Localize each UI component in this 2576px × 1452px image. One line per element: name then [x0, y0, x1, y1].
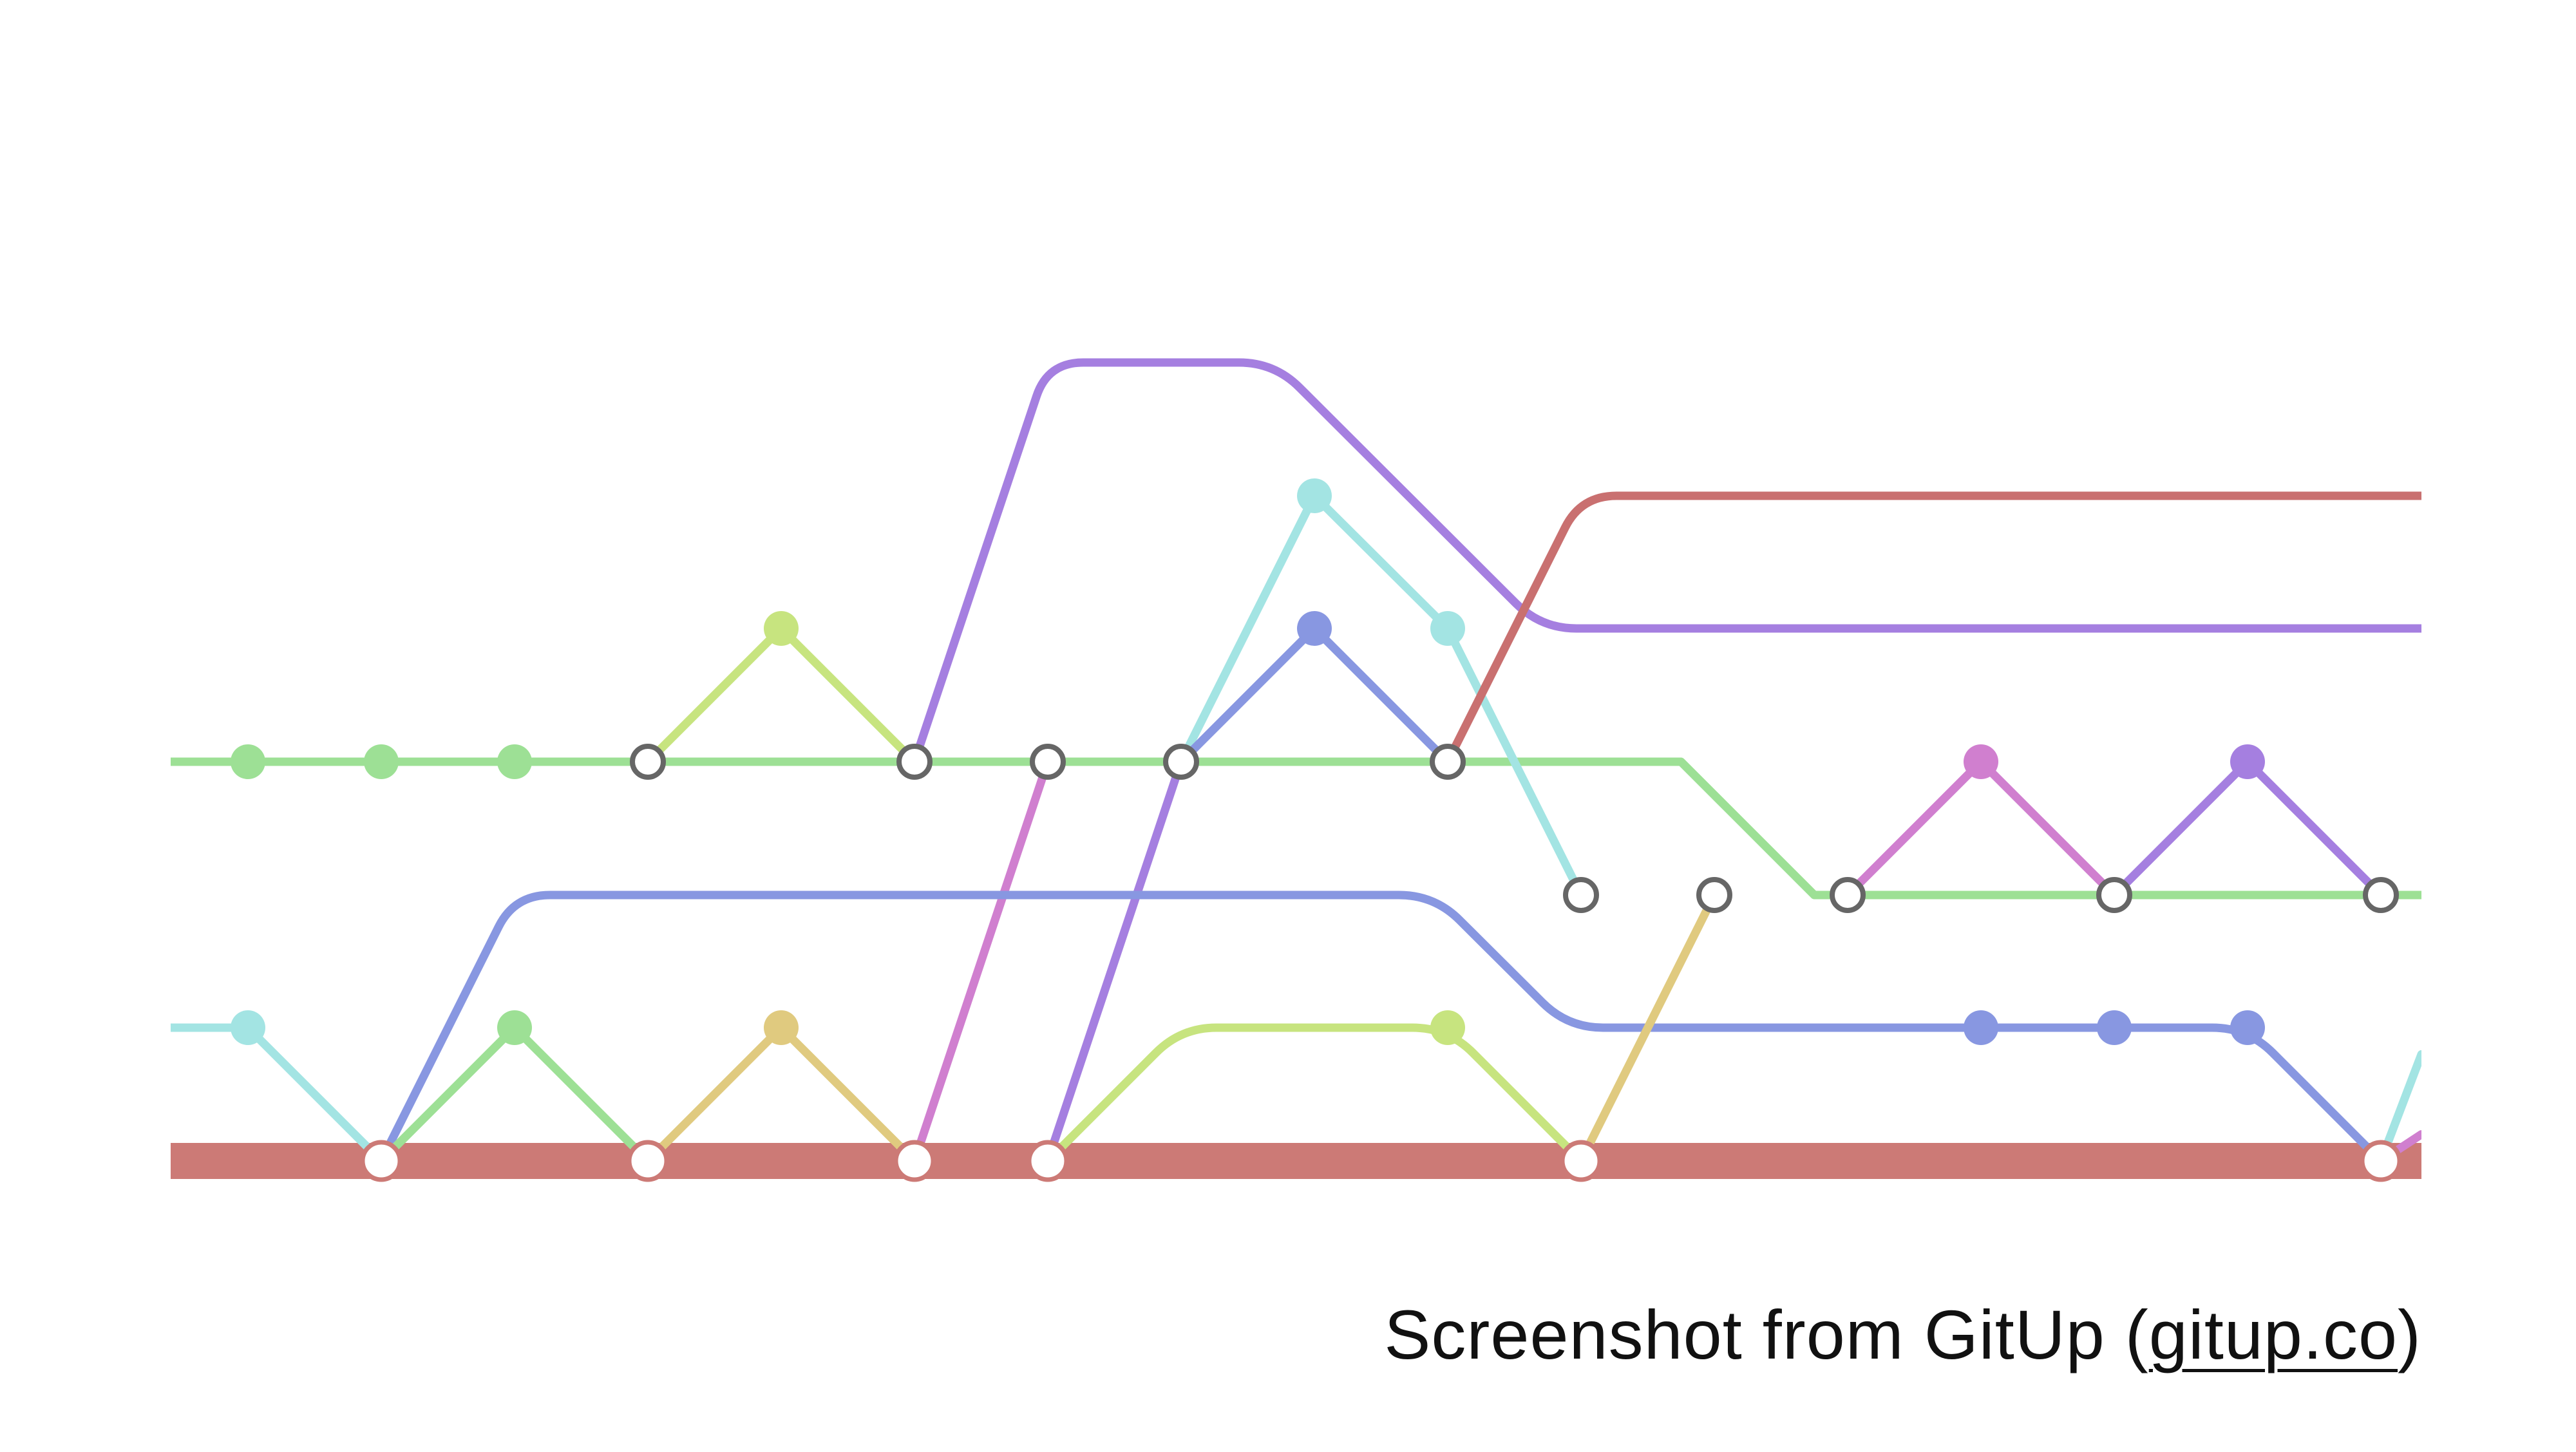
- merge-commit-node[interactable]: [1430, 744, 1466, 780]
- caption-closing: ): [2398, 1296, 2421, 1373]
- commit-node-blue[interactable]: [2097, 1010, 2132, 1045]
- branch-line-cyan: [171, 1023, 386, 1165]
- merge-commit-node[interactable]: [1830, 877, 1866, 913]
- branch-line-lime: [1043, 1023, 1586, 1165]
- commit-node-lime[interactable]: [764, 611, 799, 646]
- branch-line-magenta: [1843, 757, 2119, 900]
- commit-node-lime[interactable]: [1430, 1010, 1465, 1045]
- trunk-commit-node[interactable]: [360, 1140, 402, 1182]
- trunk-commit-node[interactable]: [627, 1140, 669, 1182]
- merge-commit-node[interactable]: [1163, 744, 1199, 780]
- branch-line-green: [171, 757, 2421, 900]
- merge-commit-node[interactable]: [896, 744, 933, 780]
- trunk-commit-node[interactable]: [1560, 1140, 1602, 1182]
- merge-commit-node[interactable]: [1563, 877, 1599, 913]
- merge-commit-node[interactable]: [2096, 877, 2132, 913]
- commit-node-blue[interactable]: [1297, 611, 1332, 646]
- branch-line-purple: [2110, 757, 2385, 900]
- branch-line-magenta: [910, 757, 1052, 1165]
- branch-line-green: [377, 1023, 652, 1165]
- trunk-commit-node[interactable]: [2360, 1140, 2402, 1182]
- commit-node-blue[interactable]: [1964, 1010, 1998, 1045]
- commit-node-green[interactable]: [497, 744, 532, 779]
- commit-node-blue[interactable]: [2230, 1010, 2265, 1045]
- merge-commit-node[interactable]: [1030, 744, 1066, 780]
- commit-node-cyan[interactable]: [1297, 478, 1332, 513]
- branch-line-blue: [1177, 624, 1452, 766]
- commit-node-cyan[interactable]: [1430, 611, 1465, 646]
- branch-line-lime: [643, 624, 919, 766]
- commit-node-green[interactable]: [231, 744, 265, 779]
- commit-node-cyan[interactable]: [231, 1010, 265, 1045]
- merge-commit-node[interactable]: [2363, 877, 2399, 913]
- gitup-link[interactable]: gitup.co: [2148, 1296, 2398, 1373]
- merge-commit-node[interactable]: [630, 744, 666, 780]
- commit-node-green[interactable]: [364, 744, 399, 779]
- trunk-commit-node[interactable]: [893, 1140, 936, 1182]
- commit-node-purple[interactable]: [2230, 744, 2265, 779]
- commit-node-gold[interactable]: [764, 1010, 799, 1045]
- branch-line-gold: [1577, 891, 1719, 1165]
- trunk-commit-node[interactable]: [1027, 1140, 1069, 1182]
- branch-line-purple: [910, 358, 2421, 766]
- merge-commit-node[interactable]: [1696, 877, 1732, 913]
- caption-text: Screenshot from GitUp (: [1384, 1296, 2149, 1373]
- screenshot-caption: Screenshot from GitUp (gitup.co): [1384, 1294, 2421, 1375]
- graph-layer: [171, 358, 2421, 1182]
- commit-node-magenta[interactable]: [1964, 744, 1998, 779]
- branch-line-gold: [643, 1023, 919, 1165]
- commit-node-green[interactable]: [497, 1010, 532, 1045]
- branch-line-red: [1443, 491, 2421, 766]
- branch-line-cyan: [1177, 491, 1586, 900]
- branch-line-purple: [1043, 757, 1186, 1165]
